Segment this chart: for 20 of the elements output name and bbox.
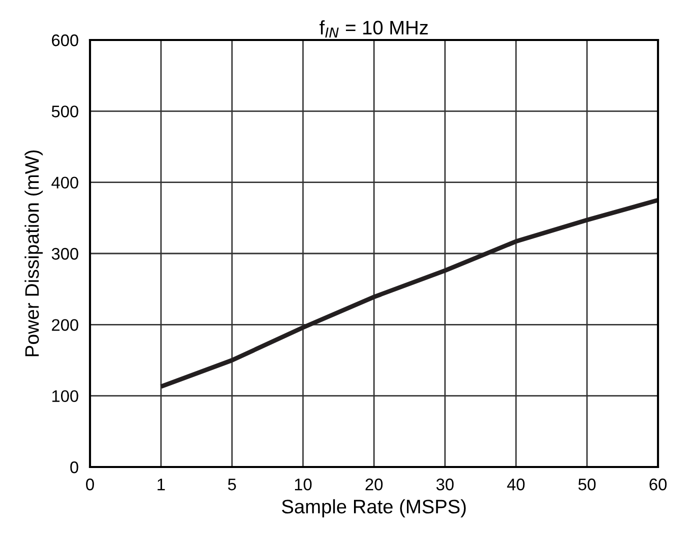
y-tick-label: 200 — [52, 319, 78, 331]
x-tick-label: 5 — [228, 478, 236, 490]
chart-subtitle: f$_{IN}$ = 10 MHz — [320, 20, 428, 38]
x-tick-label: 20 — [366, 478, 383, 490]
x-tick-label: 10 — [295, 478, 312, 490]
x-tick-label: 0 — [86, 478, 94, 490]
x-tick-label: 40 — [507, 478, 525, 490]
x-tick-label: 50 — [578, 478, 596, 490]
y-tick-label: 500 — [52, 106, 78, 118]
x-tick-label: 60 — [650, 478, 667, 490]
y-tick-label: 400 — [51, 176, 78, 189]
x-tick-label: 30 — [436, 478, 454, 490]
y-tick-label: 0 — [70, 461, 78, 474]
y-tick-label: 300 — [52, 248, 78, 260]
x-axis-title: Sample Rate (MSPS) — [282, 499, 466, 518]
y-axis-title: Power Dissipation (mW) — [24, 150, 43, 356]
line-series — [158, 198, 658, 389]
y-tick-label: 600 — [52, 34, 78, 46]
y-tick-label: 100 — [52, 390, 78, 402]
x-tick-label: 1 — [158, 478, 165, 490]
